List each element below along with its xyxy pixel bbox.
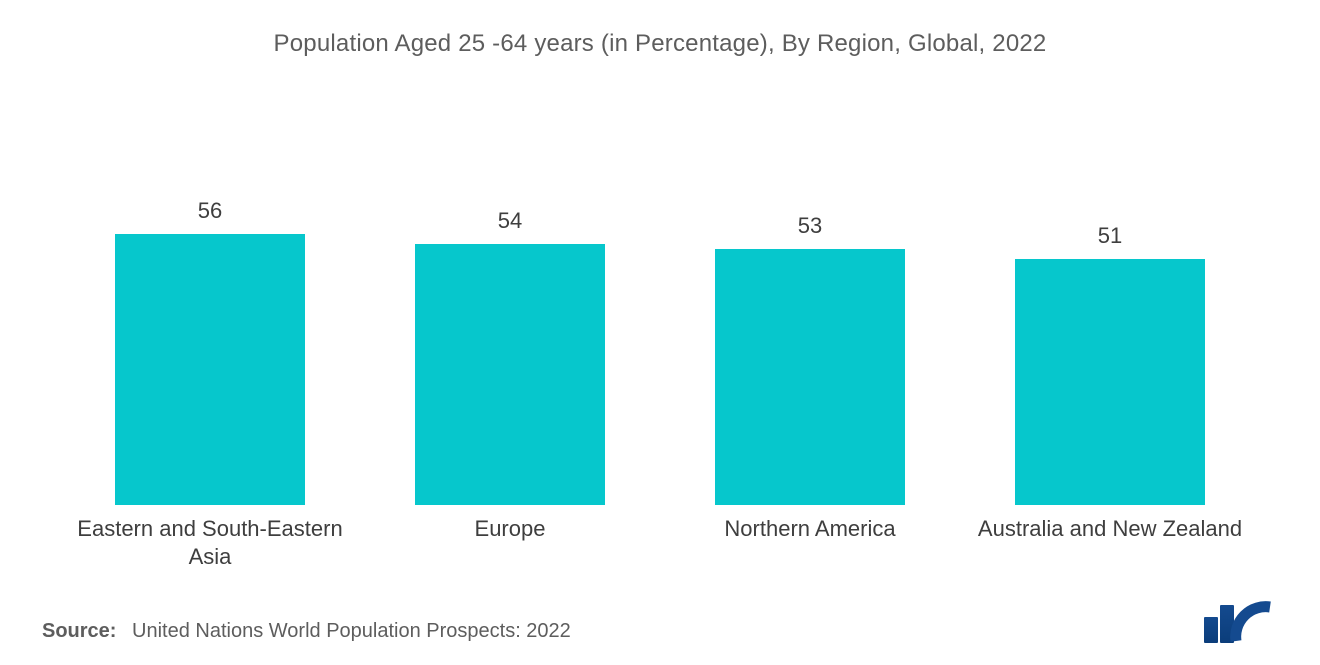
source-line: Source: United Nations World Population …: [42, 620, 571, 643]
bar-category-label: Northern America: [724, 515, 895, 571]
bar-value-label: 54: [498, 208, 522, 234]
chart-footer: Source: United Nations World Population …: [40, 601, 1280, 643]
plot-area: 56 Eastern and South-Eastern Asia 54 Europe…: [40, 64, 1280, 571]
chart-title: Population Aged 25 -64 years (in Percent…: [40, 30, 1280, 58]
source-text: United Nations World Population Prospect…: [132, 620, 571, 642]
bar-category-label: Australia and New Zealand: [978, 515, 1242, 571]
bar-column: 51 Australia and New Zealand: [960, 64, 1260, 571]
bar-value-label: 51: [1098, 223, 1122, 249]
bar-value-label: 53: [798, 213, 822, 239]
bar: [1015, 259, 1205, 506]
bar-column: 54 Europe: [360, 64, 660, 571]
bar-category-label: Europe: [475, 515, 546, 571]
bar-column: 53 Northern America: [660, 64, 960, 571]
brand-logo: [1204, 601, 1272, 643]
logo-arc-icon: [1230, 601, 1272, 643]
bar: [715, 249, 905, 505]
logo-bar-icon: [1204, 617, 1218, 643]
bar-value-label: 56: [198, 198, 222, 224]
bar-category-label: Eastern and South-Eastern Asia: [65, 515, 355, 571]
bar: [115, 234, 305, 505]
bar-column: 56 Eastern and South-Eastern Asia: [60, 64, 360, 571]
bar: [415, 244, 605, 505]
source-label: Source:: [42, 620, 116, 642]
chart-container: Population Aged 25 -64 years (in Percent…: [0, 0, 1320, 665]
